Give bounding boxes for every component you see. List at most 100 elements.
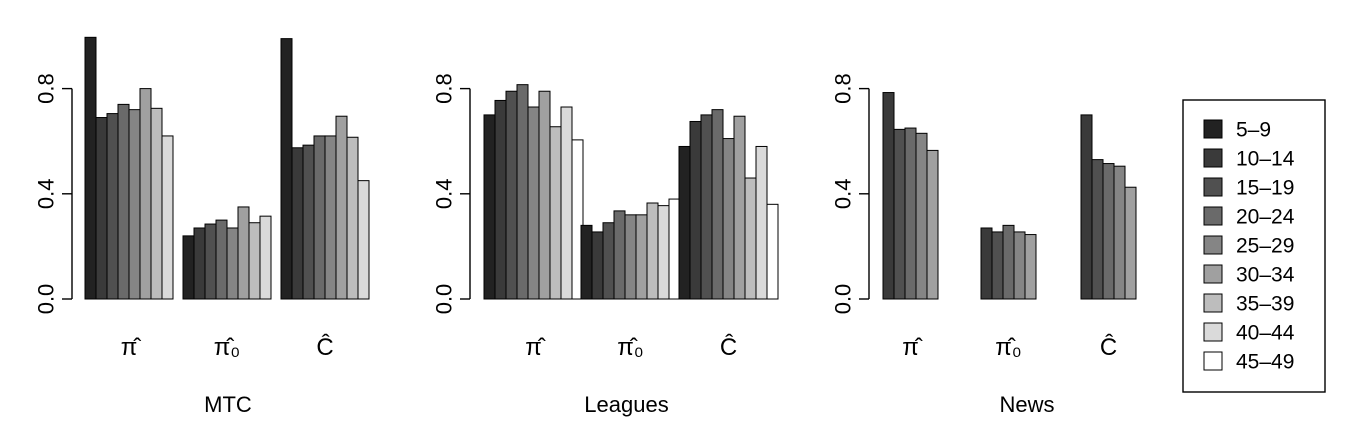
bar-10-14	[1080, 114, 1093, 300]
bar-45-49	[668, 198, 681, 300]
y-tick-label: 0.4	[34, 179, 59, 210]
bar-35-39	[248, 222, 261, 300]
bar-25-29	[324, 135, 337, 300]
bar-20-24	[313, 135, 326, 300]
bar-15-19	[204, 223, 217, 300]
category-label: π̂	[525, 334, 546, 361]
legend-entry: 15–19	[1236, 177, 1294, 200]
category-label: π̂	[121, 334, 142, 361]
chart-panel-mtc: 0.0 0.4 0.8 π̂ π̂₀ Ĉ MTC	[34, 36, 370, 417]
category-label: Ĉ	[316, 333, 333, 361]
y-tick-label: 0.0	[34, 284, 59, 315]
bar-20-24	[516, 84, 529, 300]
bar-5-9	[84, 36, 97, 300]
bar-35-39	[150, 107, 163, 300]
bar-15-19	[302, 144, 315, 300]
bar-15-19	[1091, 159, 1104, 300]
chart-panel-leagues: 0.0 0.4 0.8 π̂ π̂₀ Ĉ Leagues	[432, 73, 779, 417]
bar-30-34	[237, 206, 250, 300]
bar-40-44	[357, 180, 370, 300]
bar-30-34	[635, 214, 648, 300]
y-tick-label: 0.0	[432, 284, 457, 315]
category-label: π̂₀	[617, 334, 644, 361]
legend-swatch	[1203, 293, 1223, 313]
category-label: Ĉ	[1100, 333, 1117, 361]
y-tick-label: 0.8	[831, 73, 856, 104]
bar-40-44	[161, 135, 174, 300]
legend-entry: 40–44	[1236, 322, 1295, 345]
legend-swatch	[1203, 148, 1223, 168]
chart-panel-news: 0.0 0.4 0.8 π̂ π̂₀ Ĉ News	[831, 73, 1137, 417]
bar-5-9	[678, 145, 691, 300]
bar-20-24	[1102, 163, 1115, 300]
bar-20-24	[1002, 224, 1015, 300]
bar-20-24	[117, 103, 130, 300]
bar-40-44	[657, 205, 670, 300]
bar-10-14	[882, 92, 895, 300]
bar-25-29	[128, 109, 141, 300]
y-tick-label: 0.4	[831, 179, 856, 210]
bar-15-19	[505, 90, 518, 300]
bar-20-24	[613, 210, 626, 300]
bar-45-49	[571, 139, 584, 300]
bar-10-14	[591, 231, 604, 300]
legend-entry: 5–9	[1236, 119, 1271, 142]
bar-40-44	[560, 106, 573, 300]
bar-30-34	[139, 88, 152, 300]
bar-20-24	[904, 127, 917, 300]
bar-25-29	[226, 227, 239, 300]
bar-30-34	[733, 115, 746, 300]
legend-entry: 25–29	[1236, 235, 1294, 258]
bar-10-14	[494, 99, 507, 300]
bar-10-14	[193, 227, 206, 300]
legend-swatch	[1203, 264, 1223, 284]
bar-40-44	[755, 145, 768, 300]
bar-10-14	[95, 117, 108, 300]
bar-35-39	[646, 202, 659, 300]
bar-30-34	[1124, 186, 1137, 300]
bar-10-14	[980, 227, 993, 300]
bar-25-29	[624, 214, 637, 300]
bar-30-34	[335, 115, 348, 300]
legend-entry: 30–34	[1236, 264, 1295, 287]
legend-swatch	[1203, 235, 1223, 255]
legend: 5–9 10–14 15–19 20–24 25–29 30–34 35–39 40–44 45…	[1182, 99, 1326, 393]
category-label: Ĉ	[720, 333, 737, 361]
bar-30-34	[1024, 234, 1037, 300]
legend-swatch	[1203, 322, 1223, 342]
y-tick-label: 0.0	[831, 284, 856, 315]
bar-5-9	[182, 235, 195, 300]
y-tick-label: 0.8	[432, 73, 457, 104]
legend-swatch	[1203, 177, 1223, 197]
bar-35-39	[346, 136, 359, 300]
bar-15-19	[991, 231, 1004, 300]
category-label: π̂	[902, 334, 923, 361]
bar-30-34	[538, 90, 551, 300]
bar-25-29	[722, 138, 735, 300]
bar-35-39	[549, 126, 562, 300]
legend-swatch	[1203, 351, 1223, 371]
x-axis-label: News	[999, 392, 1054, 417]
legend-swatch	[1203, 119, 1223, 139]
bar-25-29	[1113, 165, 1126, 300]
x-axis-label: Leagues	[584, 392, 668, 417]
bar-30-34	[926, 149, 939, 300]
bar-5-9	[483, 114, 496, 300]
bar-25-29	[527, 106, 540, 300]
bar-10-14	[291, 147, 304, 300]
legend-swatch	[1203, 206, 1223, 226]
y-tick-label: 0.8	[34, 73, 59, 104]
x-axis-label: MTC	[204, 392, 252, 417]
bar-25-29	[1013, 231, 1026, 300]
bar-15-19	[700, 114, 713, 300]
category-label: π̂₀	[995, 334, 1022, 361]
bar-25-29	[915, 132, 928, 300]
bar-15-19	[602, 222, 615, 300]
legend-entry: 10–14	[1236, 148, 1295, 171]
bar-20-24	[215, 219, 228, 300]
bar-5-9	[280, 38, 293, 300]
bar-15-19	[893, 128, 906, 300]
category-label: π̂₀	[214, 334, 241, 361]
